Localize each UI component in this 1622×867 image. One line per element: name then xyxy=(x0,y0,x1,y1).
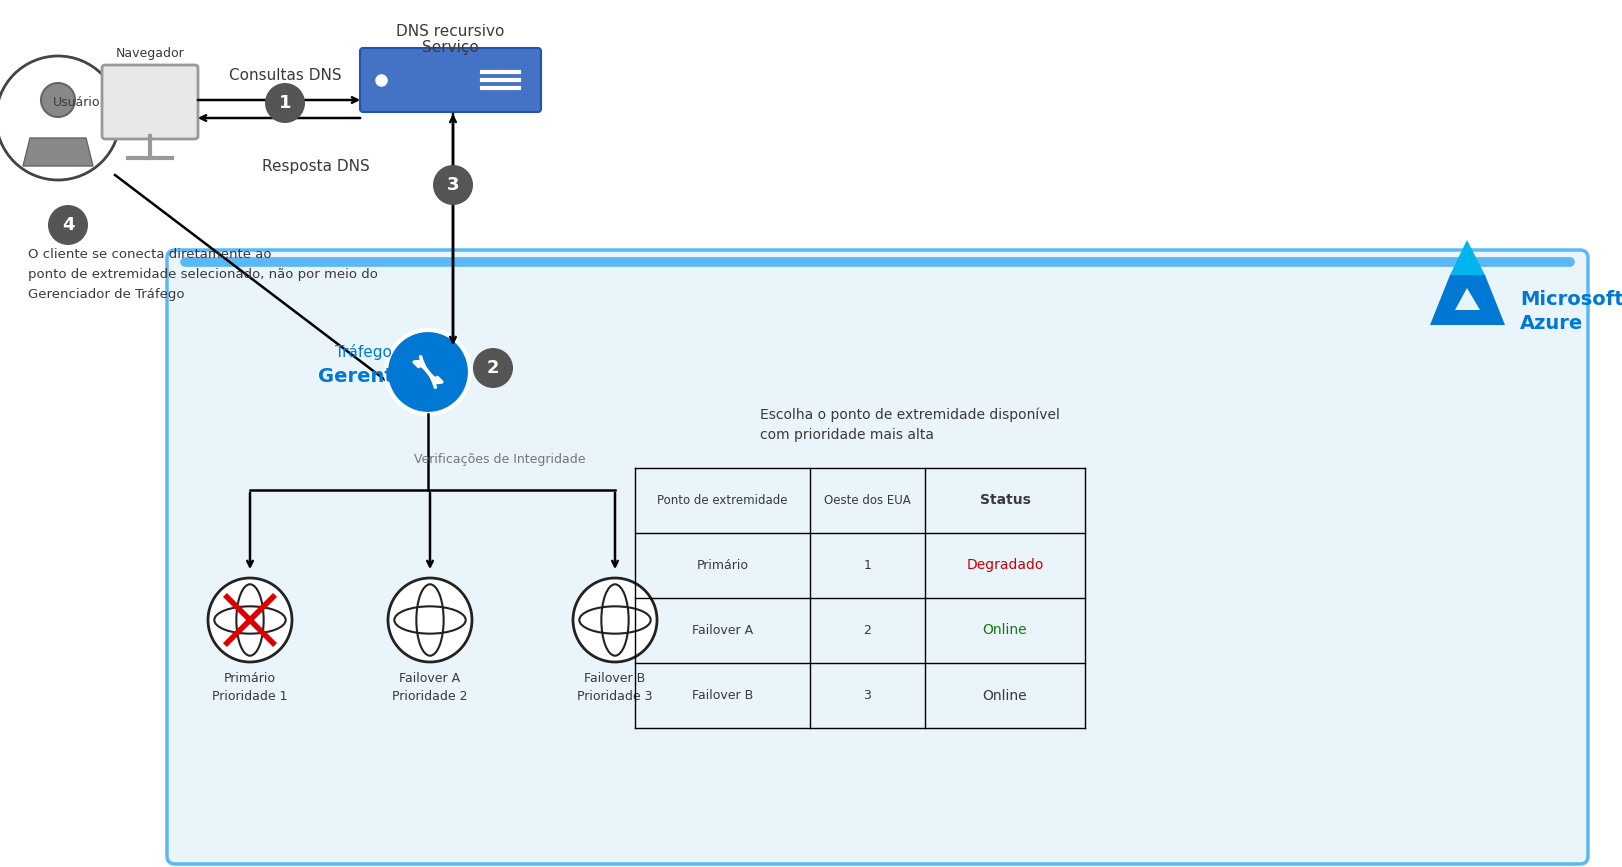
Text: 2: 2 xyxy=(487,359,500,377)
Circle shape xyxy=(388,578,472,662)
Text: Online: Online xyxy=(983,688,1027,702)
Text: Resposta DNS: Resposta DNS xyxy=(263,160,370,174)
Text: Failover B: Failover B xyxy=(584,672,646,685)
Text: Failover B: Failover B xyxy=(693,689,753,702)
Text: Ponto de extremidade: Ponto de extremidade xyxy=(657,494,788,507)
Text: Failover A: Failover A xyxy=(399,672,461,685)
Text: Consultas DNS: Consultas DNS xyxy=(229,68,341,82)
Text: Primário: Primário xyxy=(696,559,748,572)
Text: DNS recursivo: DNS recursivo xyxy=(396,24,504,39)
Text: Navegador: Navegador xyxy=(115,47,185,60)
Text: ponto de extremidade selecionado, não por meio do: ponto de extremidade selecionado, não po… xyxy=(28,268,378,281)
Polygon shape xyxy=(1431,275,1505,325)
Text: Escolha o ponto de extremidade disponível: Escolha o ponto de extremidade disponíve… xyxy=(761,408,1059,422)
Circle shape xyxy=(0,56,120,180)
Text: Gerente: Gerente xyxy=(318,368,407,387)
Circle shape xyxy=(41,83,75,117)
Circle shape xyxy=(208,578,292,662)
Text: Online: Online xyxy=(983,623,1027,637)
Text: O cliente se conecta diretamente ao: O cliente se conecta diretamente ao xyxy=(28,248,271,261)
Circle shape xyxy=(573,578,657,662)
Text: Prioridade 2: Prioridade 2 xyxy=(393,690,467,703)
Polygon shape xyxy=(1455,288,1479,310)
Polygon shape xyxy=(1450,240,1486,275)
Text: 1: 1 xyxy=(863,559,871,572)
FancyBboxPatch shape xyxy=(360,48,542,112)
Circle shape xyxy=(264,83,305,123)
Text: Gerenciador de Tráfego: Gerenciador de Tráfego xyxy=(28,288,185,301)
Text: Oeste dos EUA: Oeste dos EUA xyxy=(824,494,912,507)
Text: Degradado: Degradado xyxy=(967,558,1043,572)
Text: Primário: Primário xyxy=(224,672,276,685)
Text: Status: Status xyxy=(980,493,1030,507)
Text: Serviço: Serviço xyxy=(422,40,478,55)
Circle shape xyxy=(474,348,513,388)
Text: Verificações de Integridade: Verificações de Integridade xyxy=(414,453,586,466)
FancyBboxPatch shape xyxy=(167,250,1588,864)
Text: 3: 3 xyxy=(863,689,871,702)
Text: Azure: Azure xyxy=(1520,314,1583,333)
Text: 2: 2 xyxy=(863,624,871,637)
Text: 4: 4 xyxy=(62,216,75,234)
Text: Tráfego: Tráfego xyxy=(334,344,391,360)
Text: 3: 3 xyxy=(446,176,459,194)
Circle shape xyxy=(386,330,470,414)
Text: 1: 1 xyxy=(279,94,292,112)
Text: Usuário: Usuário xyxy=(52,95,101,108)
Text: Failover A: Failover A xyxy=(693,624,753,637)
Text: Prioridade 3: Prioridade 3 xyxy=(577,690,652,703)
Text: Microsoft: Microsoft xyxy=(1520,290,1622,309)
Circle shape xyxy=(433,165,474,205)
FancyBboxPatch shape xyxy=(102,65,198,139)
Text: com prioridade mais alta: com prioridade mais alta xyxy=(761,428,934,442)
Polygon shape xyxy=(23,138,92,166)
Circle shape xyxy=(49,205,88,245)
Text: Prioridade 1: Prioridade 1 xyxy=(212,690,287,703)
